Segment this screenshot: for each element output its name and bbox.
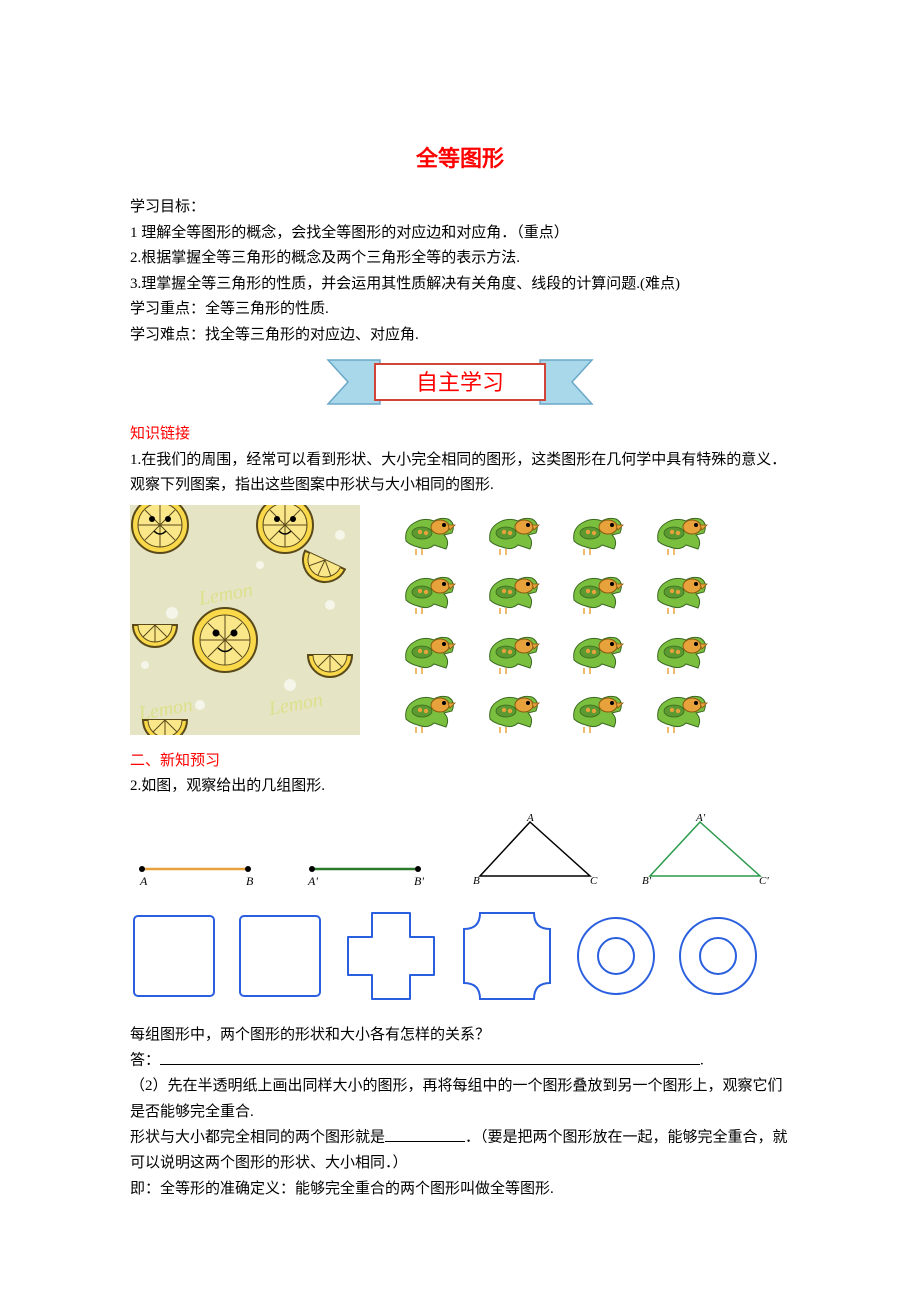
- parrot-cell: [652, 511, 710, 565]
- donut-shape-1: [574, 914, 658, 998]
- svg-text:C: C: [590, 875, 598, 887]
- parrot-icon: [400, 511, 458, 555]
- example-images-row: Lemon Lemon Lemon: [130, 505, 790, 743]
- goal-2: 2.根据掌握全等三角形的概念及两个三角形全等的表示方法.: [130, 246, 790, 272]
- answer-line: 答：.: [130, 1048, 790, 1074]
- p3b-pre: 形状与大小都完全相同的两个图形就是: [130, 1130, 385, 1146]
- goal-1: 1 理解全等图形的概念，会找全等图形的对应边和对应角．（重点）: [130, 221, 790, 247]
- parrot-cell: [652, 689, 710, 743]
- parrot-icon: [400, 570, 458, 614]
- parrot-cell: [484, 570, 542, 624]
- banner-wrap: 自主学习: [130, 356, 790, 408]
- triangle-abc: A B C: [470, 814, 600, 889]
- parrot-cell: [568, 689, 626, 743]
- parrot-cell: [484, 689, 542, 743]
- donut-shape-2: [676, 914, 760, 998]
- ribbon-banner: 自主学习: [320, 356, 600, 408]
- parrot-row: [400, 630, 710, 684]
- paragraph-4: 即：全等形的准确定义：能够完全重合的两个图形叫做全等图形.: [130, 1177, 790, 1203]
- heading-knowledge-link: 知识链接: [130, 422, 790, 448]
- segment-ab: A B: [130, 829, 260, 889]
- parrot-icon: [568, 511, 626, 555]
- parrot-row: [400, 511, 710, 565]
- parrot-icon: [652, 630, 710, 674]
- segments-triangles-row: A B A' B' A B C A' B' C': [130, 814, 790, 889]
- triangle-a-prime-b-prime-c-prime: A' B' C': [640, 814, 770, 889]
- parrot-cell: [400, 511, 458, 565]
- goals-label: 学习目标：: [130, 195, 790, 221]
- parrot-row: [400, 570, 710, 624]
- parrot-icon: [568, 630, 626, 674]
- paragraph-2: 2.如图，观察给出的几组图形.: [130, 774, 790, 800]
- svg-text:B': B': [414, 874, 424, 888]
- parrot-cell: [400, 630, 458, 684]
- octagon-cutcorner-shape: [458, 907, 556, 1005]
- question-1: 每组图形中，两个图形的形状和大小各有怎样的关系？: [130, 1023, 790, 1049]
- parrot-icon: [484, 511, 542, 555]
- parrot-icon: [652, 570, 710, 614]
- cross-shape: [342, 907, 440, 1005]
- parrot-icon: [484, 630, 542, 674]
- answer-label: 答：: [130, 1053, 160, 1069]
- parrot-cell: [568, 630, 626, 684]
- svg-text:A': A': [695, 814, 706, 824]
- parrot-icon: [484, 689, 542, 733]
- parrot-icon: [652, 689, 710, 733]
- square-shape-2: [236, 912, 324, 1000]
- svg-text:B: B: [473, 875, 480, 887]
- svg-text:C': C': [759, 875, 769, 887]
- svg-text:A': A': [307, 874, 318, 888]
- parrot-icon: [400, 689, 458, 733]
- page-title: 全等图形: [130, 140, 790, 177]
- difficulty-text: 学习难点：找全等三角形的对应边、对应角.: [130, 323, 790, 349]
- goal-3: 3.理掌握全等三角形的性质，并会运用其性质解决有关角度、线段的计算问题.(难点): [130, 272, 790, 298]
- focus-text: 学习重点：全等三角形的性质.: [130, 297, 790, 323]
- parrot-icon: [484, 570, 542, 614]
- parrot-icon: [400, 630, 458, 674]
- segment-a-prime-b-prime: A' B': [300, 829, 430, 889]
- parrot-icon: [568, 570, 626, 614]
- svg-text:B: B: [246, 874, 254, 888]
- square-shape-1: [130, 912, 218, 1000]
- blank-fill-short: [385, 1125, 465, 1142]
- svg-text:A: A: [139, 874, 148, 888]
- parrot-cell: [652, 570, 710, 624]
- parrot-cell: [484, 630, 542, 684]
- parrot-row: [400, 689, 710, 743]
- paragraph-3a: （2）先在半透明纸上画出同样大小的图形，再将每组中的一个图形叠放到另一个图形上，…: [130, 1074, 790, 1125]
- svg-text:B': B': [642, 875, 652, 887]
- paragraph-3b: 形状与大小都完全相同的两个图形就是．（要是把两个图形放在一起，能够完全重合，就可…: [130, 1125, 790, 1177]
- heading-new-preview: 二、新知预习: [130, 749, 790, 775]
- parrot-cell: [400, 570, 458, 624]
- svg-text:A: A: [526, 814, 534, 824]
- parrot-icon: [568, 689, 626, 733]
- paragraph-1: 1.在我们的周围，经常可以看到形状、大小完全相同的图形，这类图形在几何学中具有特…: [130, 448, 790, 499]
- parrot-cell: [484, 511, 542, 565]
- parrot-icon: [652, 511, 710, 555]
- banner-text: 自主学习: [416, 370, 504, 395]
- lemon-pattern-image: Lemon Lemon Lemon: [130, 505, 360, 735]
- blank-fill-long: [160, 1048, 700, 1065]
- parrot-cell: [652, 630, 710, 684]
- parrot-grid-image: [400, 505, 710, 743]
- parrot-cell: [568, 511, 626, 565]
- parrot-cell: [568, 570, 626, 624]
- blue-shapes-row: [130, 907, 790, 1005]
- parrot-cell: [400, 689, 458, 743]
